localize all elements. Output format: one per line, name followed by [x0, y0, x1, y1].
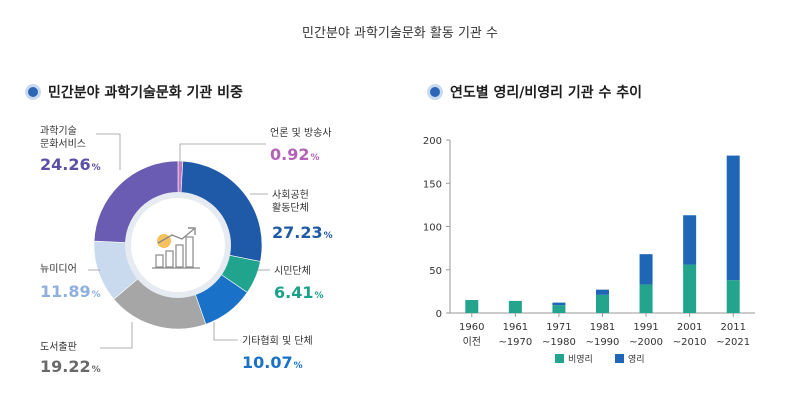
bar-section-title: 연도별 영리/비영리 기관 수 추이 [430, 82, 642, 102]
slice-value: 24.26% [40, 155, 101, 174]
bar-title: 연도별 영리/비영리 기관 수 추이 [450, 85, 643, 101]
slice-value: 11.89% [40, 282, 101, 301]
x-tick-label: 1960 이전 [459, 322, 484, 348]
slice-label: 뉴미디어 [40, 263, 77, 275]
legend-label: 영리 [628, 354, 645, 365]
y-tick-label: 200 [423, 136, 442, 147]
bar-segment [552, 302, 566, 306]
x-tick-label: 2001 ~2010 [673, 322, 707, 348]
leader-line [179, 143, 266, 166]
x-tick-label: 1991 ~2000 [629, 322, 663, 348]
leader-line [96, 133, 121, 170]
leader-line [100, 322, 133, 349]
bar-segment [552, 305, 566, 313]
slice-value: 6.41% [274, 283, 324, 302]
bar-segment [726, 280, 740, 313]
bar-segment [639, 254, 653, 285]
bar-segment [726, 155, 740, 281]
pie-section-title: 민간분야 과학기술문화 기관 비중 [28, 82, 243, 102]
y-tick-label: 0 [436, 309, 442, 320]
y-tick-label: 50 [429, 266, 442, 277]
bar-segment [508, 300, 522, 313]
bullet-icon [28, 87, 38, 97]
slice-value: 19.22% [40, 357, 101, 376]
bullet-icon [430, 87, 440, 97]
bar-segment [596, 289, 609, 295]
slice-label: 과학기술 문화서비스 [40, 125, 86, 150]
y-tick-label: 100 [423, 223, 442, 234]
y-tick-label: 150 [423, 179, 442, 190]
bar-segment [683, 264, 697, 313]
leader-line [213, 322, 238, 341]
legend-swatch [615, 354, 624, 363]
bar-segment [596, 294, 609, 313]
x-tick-label: 2011 ~2021 [716, 322, 750, 348]
legend: 비영리 영리 [555, 354, 645, 365]
chart-growth-icon [152, 227, 200, 269]
slice-label: 시민단체 [274, 265, 311, 277]
legend-label: 비영리 [568, 354, 593, 365]
slice-label: 사회공헌 활동단체 [272, 189, 309, 214]
donut-chart: 언론 및 방송사 0.92% 사회공헌 활동단체 27.23% 시민단체 6.41% 기타협회… [40, 125, 333, 376]
bar-segment [639, 284, 653, 313]
pie-title: 민간분야 과학기술문화 기관 비중 [48, 85, 243, 101]
x-tick-label: 1981 ~1990 [586, 322, 620, 348]
page-title: 민간분야 과학기술문화 활동 기관 수 [302, 26, 498, 41]
slice-label: 도서출판 [40, 341, 77, 353]
slice-value: 27.23% [272, 223, 333, 242]
x-tick-label: 1961 ~1970 [498, 322, 532, 348]
bar-segment [465, 300, 479, 313]
slice-label: 언론 및 방송사 [270, 127, 332, 139]
slice-label: 기타협회 및 단체 [242, 334, 313, 347]
x-tick-label: 1971 ~1980 [542, 322, 576, 348]
bar-segment [683, 215, 697, 265]
slice-value: 10.07% [242, 353, 303, 372]
legend-swatch [555, 354, 564, 363]
slice-value: 0.92% [270, 145, 320, 164]
